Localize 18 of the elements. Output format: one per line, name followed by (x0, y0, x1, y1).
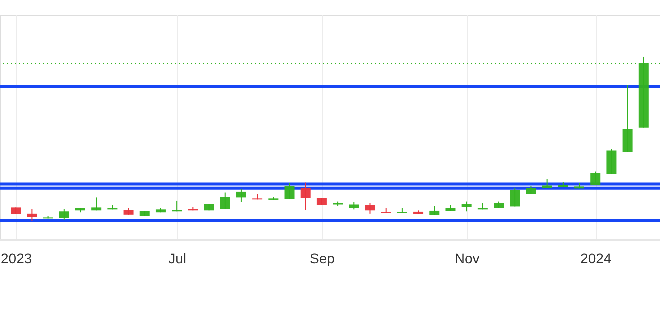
x-tick-label: Nov (454, 250, 480, 266)
x-tick-label: Jul (168, 250, 187, 266)
candlestick (92, 197, 102, 212)
candlestick (510, 188, 520, 208)
candlestick (462, 201, 472, 212)
candlestick (220, 192, 230, 210)
x-tick-label: 2024 (580, 250, 612, 266)
x-tick-label: Sep (310, 250, 336, 266)
candlestick (236, 188, 246, 203)
candlestick (590, 171, 601, 186)
candlestick (606, 148, 617, 175)
candlestick (365, 202, 376, 214)
x-tick-label: 2023 (1, 250, 32, 266)
candlestick (300, 182, 311, 210)
candlestick (622, 84, 633, 153)
candlestick (284, 182, 295, 200)
candlestick (59, 208, 70, 220)
candlestick (27, 208, 38, 222)
